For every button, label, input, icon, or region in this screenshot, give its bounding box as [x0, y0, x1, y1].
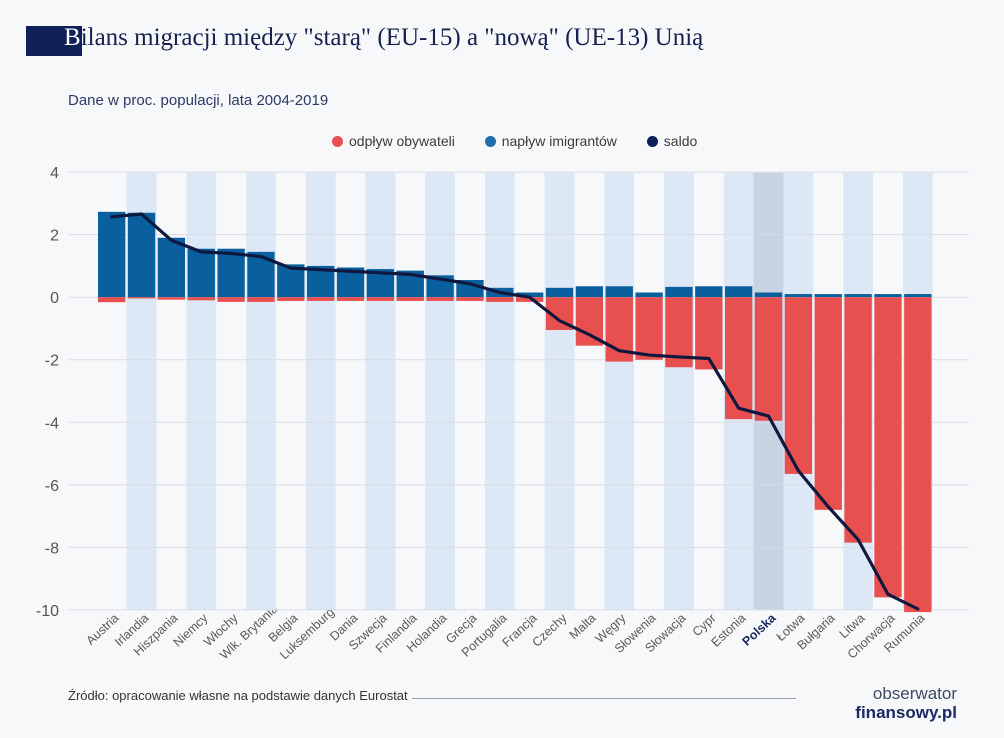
svg-text:-2: -2: [45, 353, 59, 370]
svg-text:-10: -10: [36, 603, 59, 620]
svg-text:-4: -4: [45, 415, 59, 432]
svg-text:0: 0: [50, 290, 59, 307]
svg-text:2: 2: [50, 228, 59, 245]
svg-text:-8: -8: [45, 540, 59, 557]
svg-text:-6: -6: [45, 478, 59, 495]
svg-text:4: 4: [50, 165, 59, 182]
